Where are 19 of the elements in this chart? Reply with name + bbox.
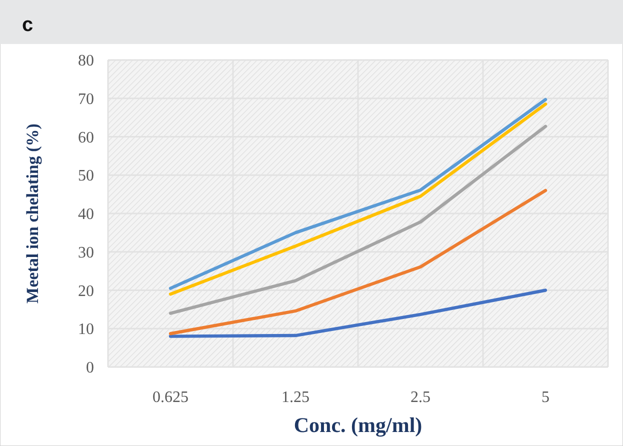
y-tick-label: 30 [78, 244, 94, 262]
y-tick-label: 50 [78, 168, 94, 185]
y-tick-label: 20 [78, 282, 94, 300]
y-tick-label: 40 [78, 206, 94, 224]
line-series [168, 288, 548, 338]
x-axis-title: Conc. (mg/ml) [294, 413, 422, 437]
x-tick-label: 2.5 [410, 389, 430, 406]
y-axis-title: Meetal ion chelating (%) [23, 124, 42, 304]
x-tick-label: 0.625 [152, 389, 188, 406]
y-tick-label: 80 [78, 52, 94, 70]
x-tick-label: 1.25 [282, 389, 310, 406]
x-tick-label: 5 [542, 389, 550, 406]
y-tick-label: 70 [78, 90, 94, 108]
chart-title: c [22, 14, 34, 36]
line-series [168, 188, 548, 336]
y-tick-label: 60 [78, 129, 94, 146]
y-tick-label: 10 [78, 321, 94, 338]
line-series [168, 124, 548, 315]
y-tick-label: 0 [86, 360, 94, 377]
